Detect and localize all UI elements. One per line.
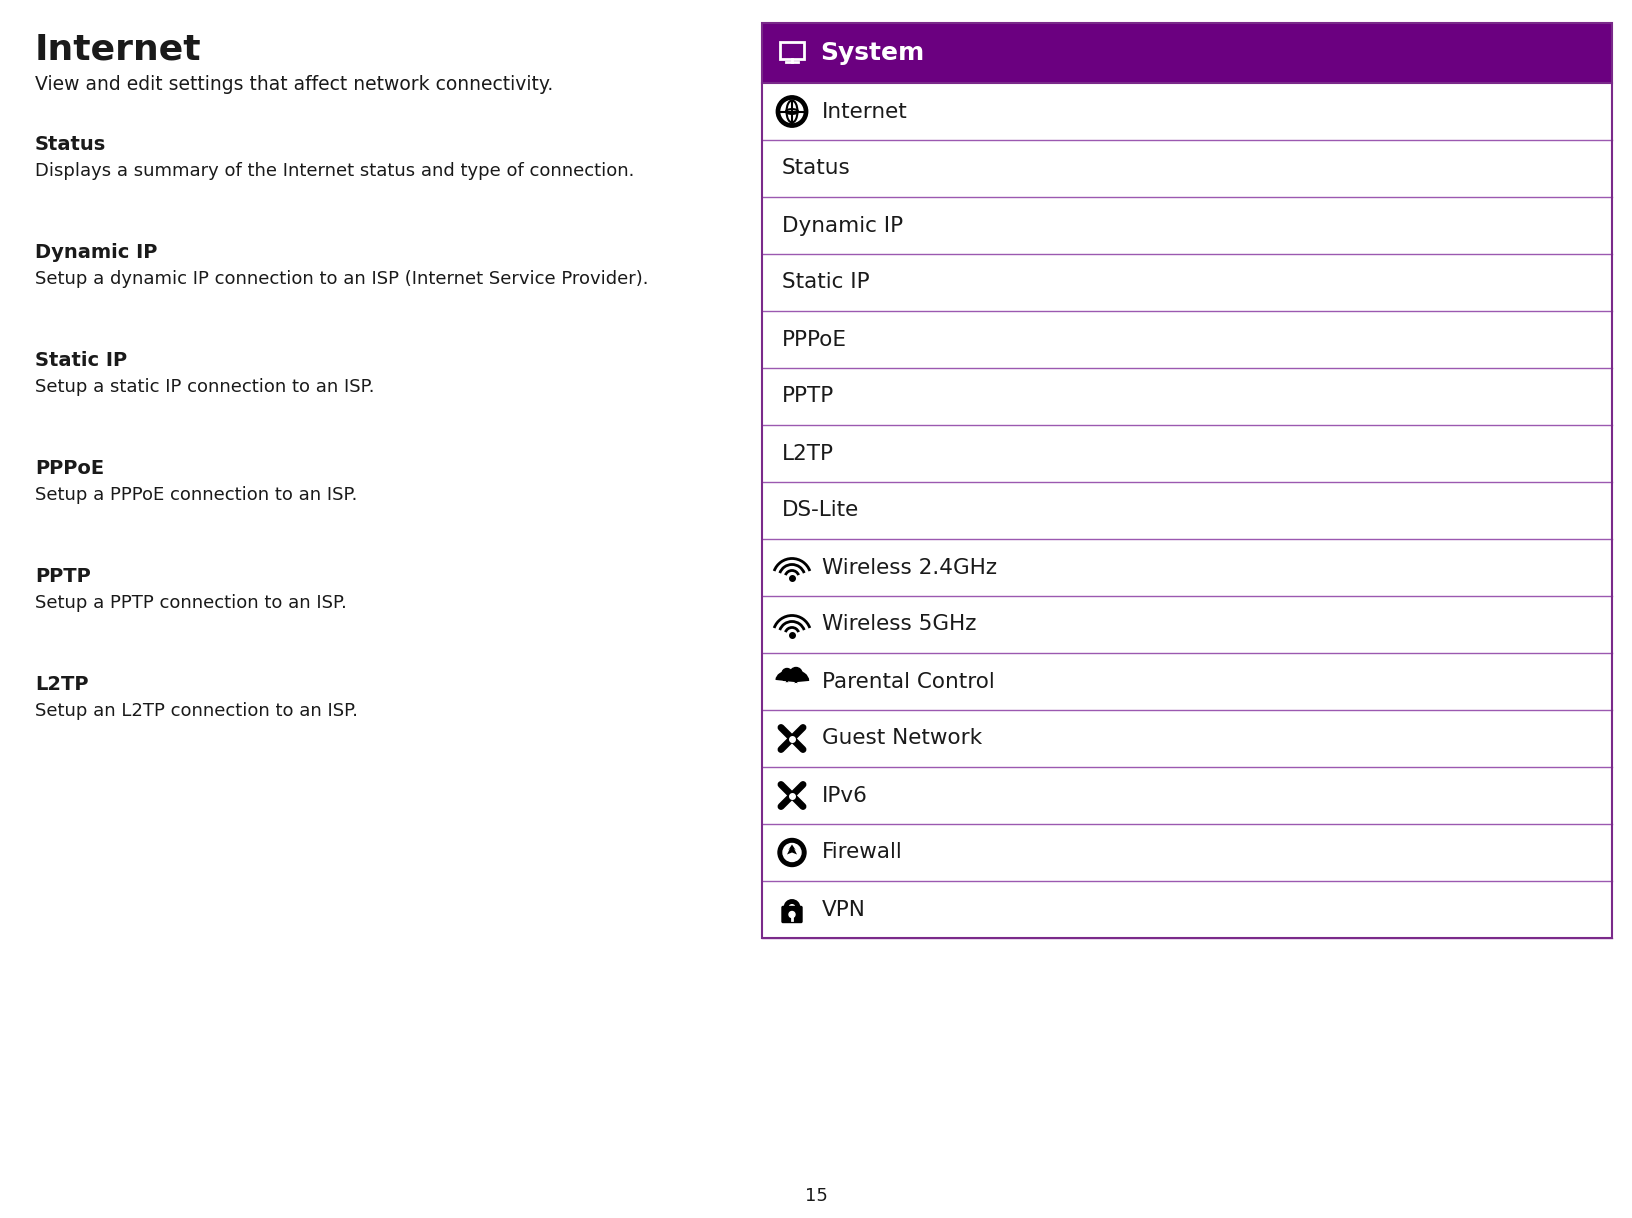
Polygon shape (787, 844, 796, 855)
Text: Dynamic IP: Dynamic IP (34, 244, 157, 262)
Text: Guest Network: Guest Network (823, 728, 982, 749)
Text: Displays a summary of the Internet status and type of connection.: Displays a summary of the Internet statu… (34, 162, 635, 180)
Text: PPPoE: PPPoE (34, 459, 104, 477)
Text: Status: Status (782, 158, 850, 179)
Bar (762, 881, 1612, 938)
Bar (762, 83, 1612, 140)
Bar (762, 23, 1612, 83)
Circle shape (777, 96, 806, 127)
Text: Setup a dynamic IP connection to an ISP (Internet Service Provider).: Setup a dynamic IP connection to an ISP … (34, 270, 648, 287)
Text: PPPoE: PPPoE (782, 330, 847, 350)
Bar (762, 23, 1612, 938)
Text: L2TP: L2TP (782, 443, 834, 464)
Circle shape (778, 838, 806, 866)
Text: PPTP: PPTP (34, 568, 91, 586)
Circle shape (782, 101, 803, 123)
Text: Firewall: Firewall (823, 843, 902, 862)
Text: PPTP: PPTP (782, 386, 834, 407)
Text: DS-Lite: DS-Lite (782, 501, 860, 520)
Text: IPv6: IPv6 (823, 786, 868, 805)
Text: Status: Status (34, 135, 106, 153)
Bar (762, 197, 1612, 255)
Text: Internet: Internet (823, 101, 907, 122)
Text: Setup a static IP connection to an ISP.: Setup a static IP connection to an ISP. (34, 378, 374, 396)
Text: View and edit settings that affect network connectivity.: View and edit settings that affect netwo… (34, 76, 553, 94)
Circle shape (788, 911, 795, 917)
Bar (762, 23, 1612, 938)
Bar (780, 41, 805, 58)
Text: Static IP: Static IP (34, 351, 127, 370)
Bar (762, 425, 1612, 482)
Text: Internet: Internet (34, 33, 202, 67)
Bar (762, 825, 1612, 881)
Text: VPN: VPN (823, 900, 867, 920)
Bar (762, 311, 1612, 368)
FancyBboxPatch shape (782, 906, 801, 922)
Text: Wireless 2.4GHz: Wireless 2.4GHz (823, 558, 997, 577)
Text: L2TP: L2TP (34, 675, 88, 694)
Text: Parental Control: Parental Control (823, 671, 996, 692)
Text: System: System (819, 41, 924, 65)
Circle shape (790, 667, 801, 680)
Circle shape (783, 844, 801, 861)
Text: Wireless 5GHz: Wireless 5GHz (823, 615, 976, 635)
Bar (762, 653, 1612, 710)
Text: Dynamic IP: Dynamic IP (782, 216, 902, 235)
Bar (762, 255, 1612, 311)
Bar (762, 140, 1612, 197)
Text: 15: 15 (805, 1188, 827, 1205)
Bar (762, 482, 1612, 540)
Bar (762, 596, 1612, 653)
Circle shape (782, 669, 792, 678)
Text: Setup a PPPoE connection to an ISP.: Setup a PPPoE connection to an ISP. (34, 486, 357, 504)
Bar (762, 767, 1612, 825)
Text: Setup a PPTP connection to an ISP.: Setup a PPTP connection to an ISP. (34, 594, 348, 611)
Bar (762, 540, 1612, 596)
Bar (762, 368, 1612, 425)
Text: Setup an L2TP connection to an ISP.: Setup an L2TP connection to an ISP. (34, 702, 357, 720)
Bar (762, 710, 1612, 767)
Text: Static IP: Static IP (782, 273, 870, 292)
